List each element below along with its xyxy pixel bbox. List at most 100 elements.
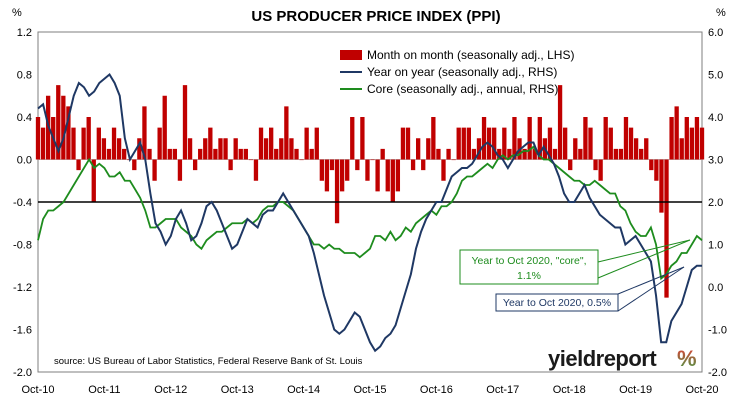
legend-label-mom: Month on month (seasonally adj., LHS) [367, 48, 574, 62]
mom-bar [502, 127, 507, 160]
mom-bar [137, 138, 142, 160]
mom-bar [213, 148, 218, 160]
mom-bar [532, 148, 537, 160]
mom-bar [547, 127, 553, 160]
mom-bar [441, 159, 446, 181]
mom-bar [512, 117, 517, 160]
mom-bar [588, 127, 593, 160]
x-tick-label: Oct-13 [221, 384, 254, 396]
x-tick-label: Oct-14 [287, 384, 320, 396]
left-tick-label: 0.8 [17, 70, 32, 82]
mom-bar [192, 159, 198, 171]
mom-bar [198, 148, 203, 160]
mom-bar [603, 117, 608, 160]
left-tick-label: 1.2 [17, 27, 32, 39]
logo-percent-symbol: % [677, 346, 697, 371]
mom-bar [61, 95, 66, 160]
left-tick-label: -0.4 [13, 197, 32, 209]
mom-bar [263, 138, 269, 160]
mom-bar [314, 127, 319, 160]
mom-bar [142, 106, 147, 160]
mom-bar [71, 127, 76, 160]
mom-bar [339, 159, 345, 192]
legend-swatch-mom [340, 50, 362, 60]
mom-bar [613, 148, 618, 160]
mom-bar [608, 127, 613, 160]
mom-bar [380, 148, 385, 160]
mom-bar [228, 159, 233, 171]
logo-wordmark: yieldreport [548, 346, 657, 371]
mom-bar [492, 127, 497, 160]
mom-bar [76, 159, 81, 171]
mom-bar [527, 117, 532, 160]
mom-bar [664, 159, 669, 298]
mom-bar [218, 138, 223, 160]
mom-bar [471, 148, 477, 160]
mom-bar [248, 159, 254, 161]
mom-bar [253, 159, 259, 181]
mom-bar [35, 117, 41, 160]
mom-bar [324, 159, 330, 192]
left-axis-unit: % [12, 7, 22, 19]
mom-bar [400, 127, 406, 160]
yoy-annotation-box [495, 293, 619, 312]
mom-bar [639, 148, 644, 160]
mom-bar [644, 138, 649, 160]
mom-bar [187, 138, 193, 160]
right-tick-label: 5.0 [708, 70, 723, 82]
x-tick-label: Oct-16 [420, 384, 453, 396]
mom-bar [623, 117, 629, 160]
mom-bar [304, 127, 309, 160]
left-tick-label: -2.0 [13, 367, 32, 379]
x-tick-label: Oct-11 [88, 384, 120, 396]
mom-bar [238, 148, 243, 160]
core-annotation: Year to Oct 2020, "core", 1.1% [459, 239, 691, 285]
right-tick-label: -1.0 [708, 325, 727, 337]
mom-bar [385, 159, 390, 192]
mom-bar [461, 127, 466, 160]
mom-bar [410, 159, 416, 171]
mom-bar [319, 159, 324, 181]
mom-bar [628, 127, 634, 160]
mom-bar [96, 127, 101, 160]
mom-bar [370, 159, 375, 161]
mom-bar [355, 159, 360, 171]
mom-bar [395, 159, 401, 192]
mom-bar [132, 159, 137, 171]
legend-label-core: Core (seasonally adj., annual, RHS) [367, 82, 558, 96]
left-tick-label: 0.4 [17, 112, 32, 124]
mom-bar [375, 159, 380, 192]
mom-bar [431, 117, 436, 160]
mom-bar [243, 148, 248, 160]
mom-bar [182, 85, 188, 160]
mom-bar [390, 159, 395, 202]
mom-bar [405, 127, 411, 160]
mom-bar [86, 117, 91, 160]
yoy-annotation-leader [617, 266, 685, 295]
mom-bar [40, 127, 46, 160]
mom-bar [436, 148, 441, 160]
mom-bar [497, 148, 502, 160]
x-tick-label: Oct-19 [619, 384, 652, 396]
mom-bar [654, 159, 659, 181]
mom-bar [522, 148, 527, 160]
mom-bar [552, 148, 558, 160]
mom-bar [689, 127, 695, 160]
mom-bar [258, 127, 264, 160]
mom-bar [456, 127, 461, 160]
mom-bar [122, 148, 127, 160]
right-axis: 6.0 5.0 4.0 3.0 2.0 1.0 0.0 -1.0 -2.0 [708, 27, 727, 379]
mom-bar [679, 138, 684, 160]
left-tick-label: -0.8 [13, 240, 32, 252]
mom-bar [56, 85, 61, 160]
mom-bar [289, 138, 294, 160]
mom-bar [223, 138, 228, 160]
left-tick-label: -1.6 [13, 325, 32, 337]
mom-bar [152, 159, 157, 181]
mom-bar [111, 127, 117, 160]
mom-bar [633, 138, 639, 160]
left-tick-label: 0.0 [17, 155, 32, 167]
mom-bar [426, 138, 431, 160]
logo: yieldreport % [548, 346, 697, 371]
